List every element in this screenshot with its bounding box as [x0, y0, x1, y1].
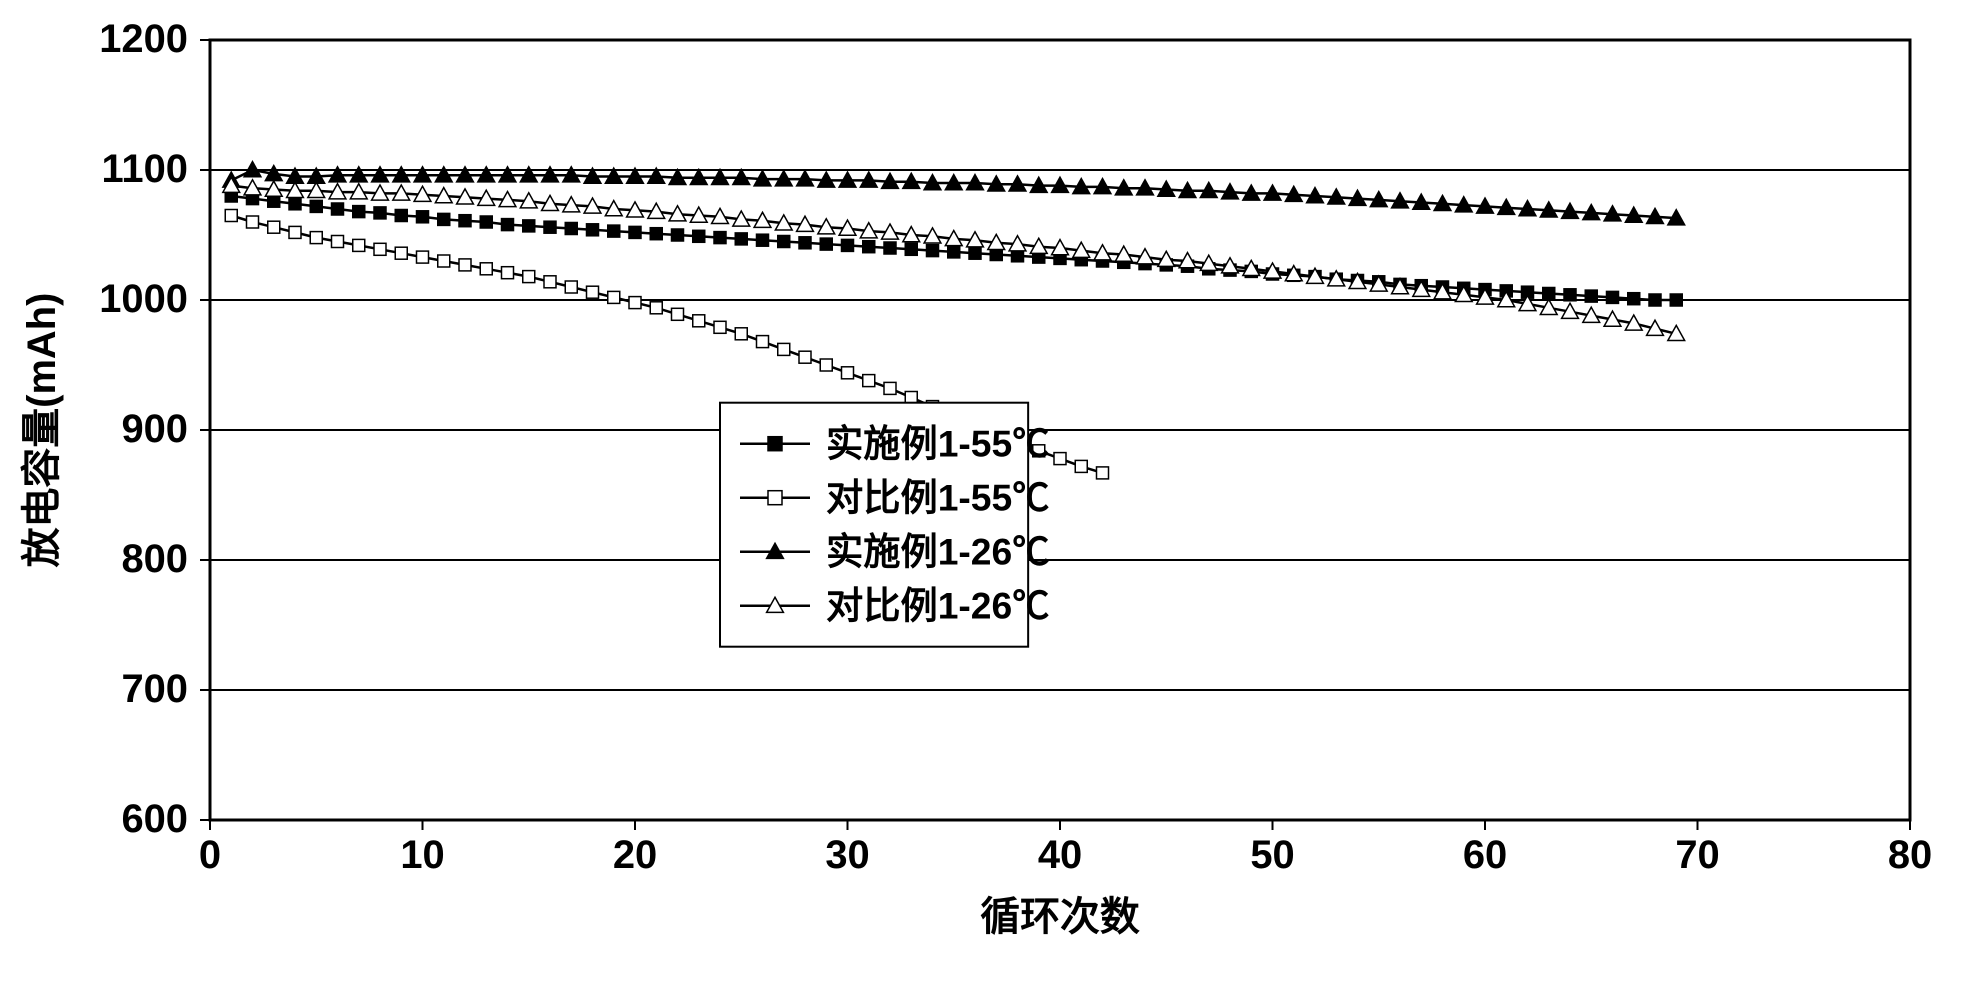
svg-text:800: 800: [121, 537, 188, 581]
x-axis-label: 循环次数: [980, 895, 1140, 939]
chart-container: 0 10 20 30 40 50 60 70 80 600 700 800 900 1000 1100 120…: [0, 0, 1970, 1005]
svg-text:1200: 1200: [99, 17, 188, 61]
svg-text:50: 50: [1250, 833, 1294, 877]
legend-label-example1-55c: 实施例1-55℃: [826, 423, 1049, 465]
svg-text:80: 80: [1888, 833, 1932, 877]
legend-label-example1-26c: 实施例1-26℃: [826, 531, 1049, 573]
svg-text:70: 70: [1675, 833, 1719, 877]
svg-text:1000: 1000: [99, 277, 188, 321]
svg-text:600: 600: [121, 797, 188, 841]
capacity-vs-cycles-chart: 0 10 20 30 40 50 60 70 80 600 700 800 900 1000 1100 120…: [0, 0, 1970, 1005]
legend-label-compare1-55c: 对比例1-55℃: [826, 477, 1049, 519]
svg-text:60: 60: [1463, 833, 1507, 877]
svg-text:700: 700: [121, 667, 188, 711]
svg-text:30: 30: [825, 833, 869, 877]
legend: 实施例1-55℃ 对比例1-55℃ 实施例1-26℃ 对比例1-26℃: [720, 403, 1049, 647]
svg-text:0: 0: [199, 833, 221, 877]
y-axis-label: 放电容量(mAh): [20, 293, 64, 568]
svg-text:1100: 1100: [101, 147, 188, 191]
legend-label-compare1-26c: 对比例1-26℃: [826, 585, 1049, 627]
svg-text:900: 900: [121, 407, 188, 451]
svg-text:20: 20: [613, 833, 657, 877]
svg-text:40: 40: [1038, 833, 1082, 877]
svg-text:10: 10: [400, 833, 444, 877]
